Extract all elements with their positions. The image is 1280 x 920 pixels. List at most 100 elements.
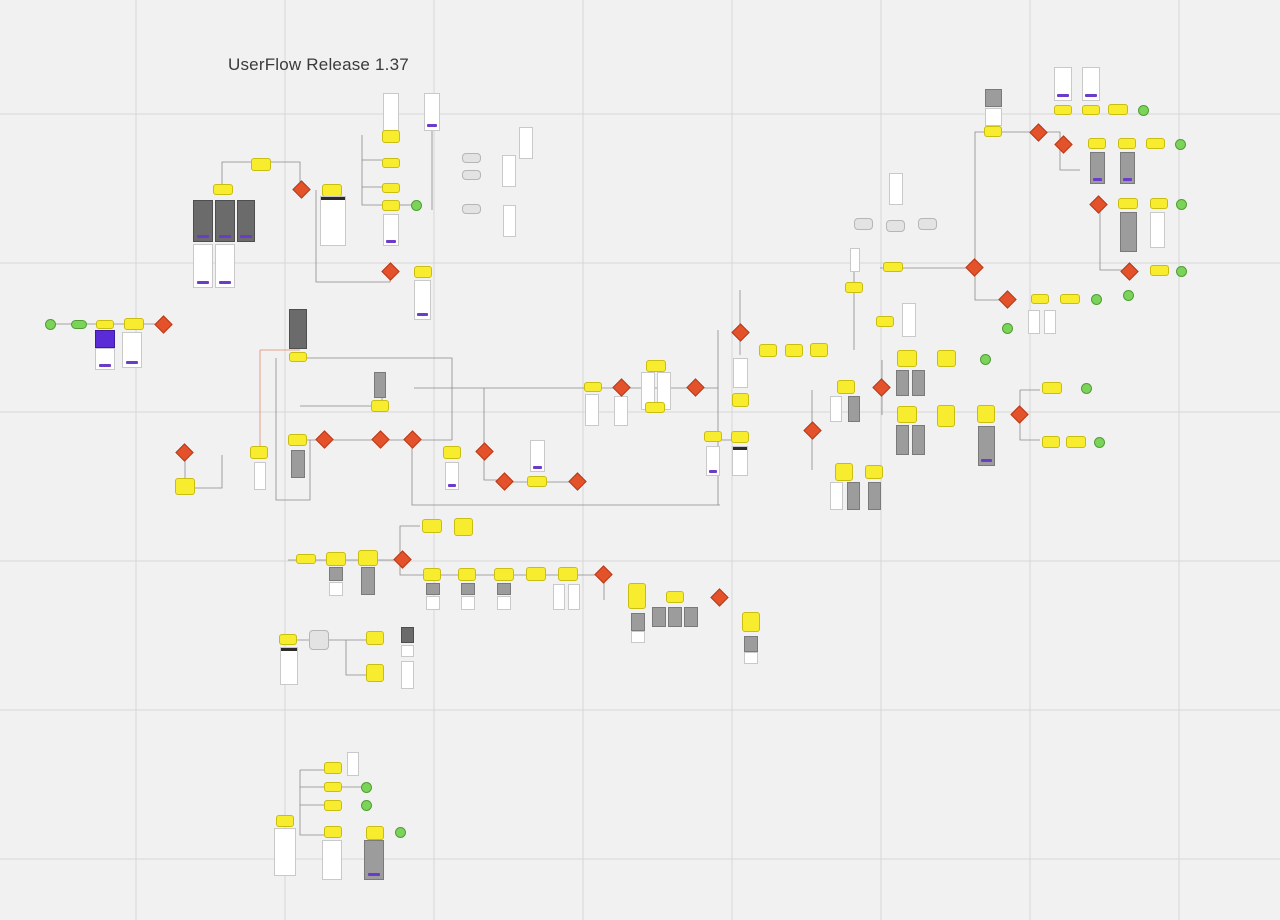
- screen-thumbnail[interactable]: [414, 280, 431, 320]
- screen-thumbnail[interactable]: [401, 627, 414, 643]
- state-pill[interactable]: [886, 220, 905, 232]
- flow-note[interactable]: [977, 405, 995, 423]
- flow-note[interactable]: [835, 463, 853, 481]
- screen-thumbnail[interactable]: [426, 596, 440, 610]
- screen-thumbnail[interactable]: [320, 196, 346, 246]
- flow-note[interactable]: [984, 126, 1002, 137]
- flow-note[interactable]: [366, 826, 384, 840]
- flow-note[interactable]: [213, 184, 233, 195]
- screen-thumbnail[interactable]: [502, 155, 516, 187]
- flow-note[interactable]: [382, 200, 400, 211]
- screen-thumbnail[interactable]: [215, 244, 235, 288]
- screen-thumbnail[interactable]: [631, 613, 645, 631]
- screen-thumbnail[interactable]: [889, 173, 903, 205]
- flow-note[interactable]: [731, 431, 749, 443]
- flow-note[interactable]: [1150, 198, 1168, 209]
- screen-thumbnail[interactable]: [848, 396, 860, 422]
- flow-note[interactable]: [732, 393, 749, 407]
- flow-note[interactable]: [527, 476, 547, 487]
- screen-thumbnail[interactable]: [652, 607, 666, 627]
- end-terminal[interactable]: [1081, 383, 1092, 394]
- screen-thumbnail[interactable]: [347, 752, 359, 776]
- screen-thumbnail[interactable]: [553, 584, 565, 610]
- screen-thumbnail[interactable]: [445, 462, 459, 490]
- screen-thumbnail[interactable]: [383, 214, 399, 246]
- screen-thumbnail[interactable]: [985, 89, 1002, 107]
- end-terminal[interactable]: [1175, 139, 1186, 150]
- screen-thumbnail[interactable]: [1150, 212, 1165, 248]
- screen-thumbnail[interactable]: [383, 93, 399, 133]
- screen-thumbnail[interactable]: [1120, 152, 1135, 184]
- screen-thumbnail[interactable]: [426, 583, 440, 595]
- flow-note[interactable]: [324, 762, 342, 774]
- screen-thumbnail[interactable]: [237, 200, 255, 242]
- flow-note[interactable]: [324, 782, 342, 792]
- screen-thumbnail[interactable]: [668, 607, 682, 627]
- flow-note[interactable]: [666, 591, 684, 603]
- flow-note[interactable]: [646, 360, 666, 372]
- flow-note[interactable]: [366, 631, 384, 645]
- flow-note[interactable]: [423, 568, 441, 581]
- screen-thumbnail[interactable]: [614, 396, 628, 426]
- flow-note[interactable]: [1146, 138, 1165, 149]
- screen-thumbnail[interactable]: [95, 348, 115, 370]
- flow-note[interactable]: [810, 343, 828, 357]
- end-terminal[interactable]: [395, 827, 406, 838]
- flow-note[interactable]: [324, 826, 342, 838]
- flow-note[interactable]: [937, 350, 956, 367]
- screen-thumbnail[interactable]: [289, 309, 307, 349]
- end-terminal[interactable]: [980, 354, 991, 365]
- screen-thumbnail[interactable]: [424, 93, 440, 131]
- flow-note[interactable]: [458, 568, 476, 581]
- flow-note[interactable]: [288, 434, 307, 446]
- screen-thumbnail[interactable]: [254, 462, 266, 490]
- screen-thumbnail[interactable]: [193, 200, 213, 242]
- flow-note[interactable]: [1031, 294, 1049, 304]
- screen-thumbnail[interactable]: [322, 840, 342, 880]
- screen-thumbnail[interactable]: [568, 584, 580, 610]
- flow-note[interactable]: [897, 406, 917, 423]
- screen-thumbnail[interactable]: [847, 482, 860, 510]
- screen-thumbnail[interactable]: [461, 583, 475, 595]
- screen-thumbnail[interactable]: [830, 396, 842, 422]
- flow-note[interactable]: [1150, 265, 1169, 276]
- end-terminal[interactable]: [1094, 437, 1105, 448]
- flow-note[interactable]: [526, 567, 546, 581]
- flow-note[interactable]: [422, 519, 442, 533]
- screen-thumbnail[interactable]: [912, 370, 925, 396]
- screen-thumbnail[interactable]: [850, 248, 860, 272]
- end-terminal[interactable]: [361, 800, 372, 811]
- screen-thumbnail[interactable]: [329, 567, 343, 581]
- state-pill[interactable]: [918, 218, 937, 230]
- screen-thumbnail[interactable]: [912, 425, 925, 455]
- flow-note[interactable]: [1118, 198, 1138, 209]
- screen-thumbnail[interactable]: [193, 244, 213, 288]
- flow-note[interactable]: [1088, 138, 1106, 149]
- screen-thumbnail[interactable]: [978, 426, 995, 466]
- end-terminal[interactable]: [411, 200, 422, 211]
- flow-note[interactable]: [250, 446, 268, 459]
- end-terminal[interactable]: [1123, 290, 1134, 301]
- flow-note[interactable]: [443, 446, 461, 459]
- flow-note[interactable]: [382, 130, 400, 143]
- flow-note[interactable]: [628, 583, 646, 609]
- screen-thumbnail[interactable]: [744, 652, 758, 664]
- flow-note[interactable]: [1108, 104, 1128, 115]
- flow-note[interactable]: [1060, 294, 1080, 304]
- end-terminal[interactable]: [1176, 266, 1187, 277]
- flow-note[interactable]: [1118, 138, 1136, 149]
- flow-note[interactable]: [251, 158, 271, 171]
- screen-thumbnail[interactable]: [95, 330, 115, 348]
- flow-note[interactable]: [324, 800, 342, 811]
- flow-note[interactable]: [276, 815, 294, 827]
- screen-thumbnail[interactable]: [497, 583, 511, 595]
- flow-note[interactable]: [296, 554, 316, 564]
- flow-note[interactable]: [704, 431, 722, 442]
- screen-thumbnail[interactable]: [631, 631, 645, 643]
- screen-thumbnail[interactable]: [497, 596, 511, 610]
- state-pill[interactable]: [462, 170, 481, 180]
- start-terminal[interactable]: [45, 319, 56, 330]
- flow-note[interactable]: [584, 382, 602, 392]
- flow-note[interactable]: [358, 550, 378, 566]
- flow-note[interactable]: [759, 344, 777, 357]
